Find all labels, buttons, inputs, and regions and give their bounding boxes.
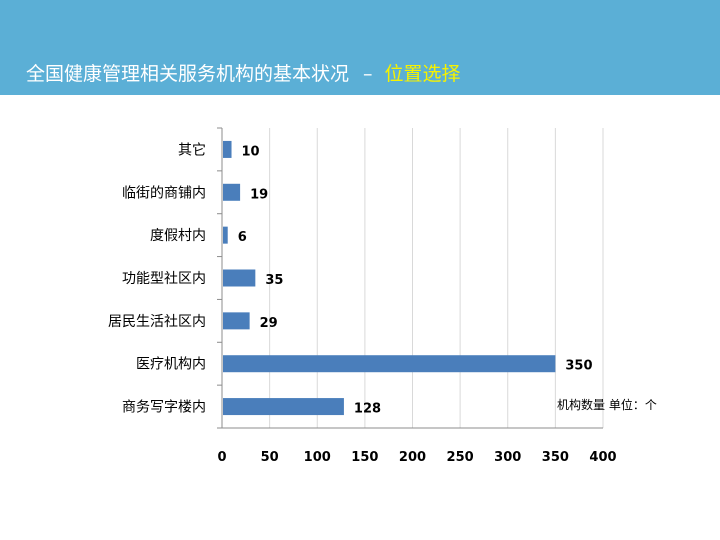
x-tick-label: 400 — [589, 450, 616, 465]
x-tick-label: 200 — [399, 450, 426, 465]
category-label: 医疗机构内 — [136, 357, 206, 373]
x-tick-label: 250 — [447, 450, 474, 465]
title-separator: – — [363, 63, 373, 85]
data-label: 19 — [250, 187, 268, 202]
category-label: 商务写字楼内 — [122, 400, 206, 416]
data-label: 128 — [354, 402, 381, 417]
category-label: 临街的商铺内 — [122, 185, 206, 201]
category-label: 居民生活社区内 — [108, 314, 206, 330]
x-tick-label: 100 — [304, 450, 331, 465]
data-label: 29 — [260, 316, 278, 331]
x-tick-label: 350 — [542, 450, 569, 465]
category-label: 度假村内 — [150, 228, 206, 244]
bar — [223, 269, 256, 287]
page-title: 全国健康管理相关服务机构的基本状况 – 位置选择 — [26, 59, 461, 86]
category-label: 其它 — [178, 141, 206, 158]
title-main: 全国健康管理相关服务机构的基本状况 — [26, 63, 350, 85]
x-tick-label: 150 — [351, 450, 378, 465]
x-tick-label: 50 — [261, 450, 279, 465]
bar — [223, 183, 241, 201]
category-label: 功能型社区内 — [122, 271, 206, 287]
x-tick-label: 0 — [217, 450, 226, 465]
bar — [223, 355, 556, 373]
data-label: 6 — [238, 230, 247, 245]
bar — [223, 226, 228, 244]
x-tick-label: 300 — [494, 450, 521, 465]
chart-annotation: 机构数量 单位：个 — [557, 398, 657, 412]
title-highlight: 位置选择 — [384, 63, 461, 85]
header-bar: 全国健康管理相关服务机构的基本状况 – 位置选择 — [0, 0, 720, 95]
bar — [223, 398, 344, 416]
data-label: 10 — [242, 144, 260, 159]
bar — [223, 140, 232, 158]
data-label: 350 — [565, 359, 592, 374]
data-label: 35 — [265, 273, 283, 288]
bar — [223, 312, 250, 330]
